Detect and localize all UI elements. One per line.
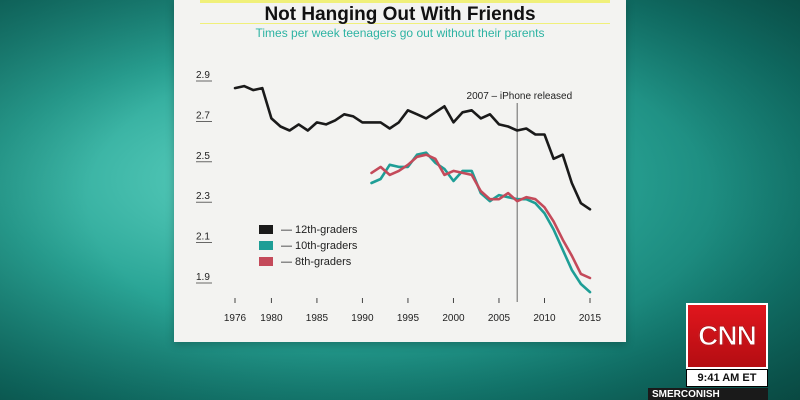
x-tick-label: 1976 [224, 313, 247, 324]
y-tick-label: 2.9 [196, 70, 210, 81]
title-band [200, 0, 610, 24]
x-tick-label: 2000 [442, 313, 465, 324]
clock-time: 9:41 AM ET [686, 369, 768, 387]
chart-title: Not Hanging Out With Friends [264, 4, 536, 25]
x-tick-label: 1980 [260, 313, 283, 324]
legend-label-3: — 8th-graders [281, 256, 352, 268]
legend-label-1: — 12th-graders [281, 224, 358, 236]
x-tick-label: 2015 [579, 313, 602, 324]
y-tick-label: 2.3 [196, 191, 210, 202]
legend-swatch-3 [259, 257, 273, 266]
series-line-1 [233, 84, 592, 211]
network-bug: CNN 9:41 AM ET [686, 303, 768, 387]
x-tick-label: 1990 [351, 313, 374, 324]
legend-swatch-1 [259, 225, 273, 234]
program-name: SMERCONISH [648, 388, 768, 400]
x-tick-label: 1995 [397, 313, 420, 324]
legend-label-2: — 10th-graders [281, 240, 358, 252]
iphone-annotation-label: 2007 – iPhone released [467, 91, 573, 102]
y-tick-label: 1.9 [196, 272, 210, 283]
x-tick-label: 1985 [306, 313, 329, 324]
x-tick-label: 2005 [488, 313, 511, 324]
chart-subtitle: Times per week teenagers go out without … [255, 26, 545, 40]
series-line-2 [370, 151, 592, 294]
series-line-3 [370, 153, 592, 280]
x-tick-label: 2010 [533, 313, 556, 324]
y-tick-label: 2.7 [196, 110, 210, 121]
cnn-logo: CNN [698, 320, 758, 352]
legend-swatch-2 [259, 241, 273, 250]
cnn-logo-box: CNN [686, 303, 768, 369]
y-tick-label: 2.5 [196, 151, 210, 162]
y-tick-label: 2.1 [196, 232, 210, 243]
